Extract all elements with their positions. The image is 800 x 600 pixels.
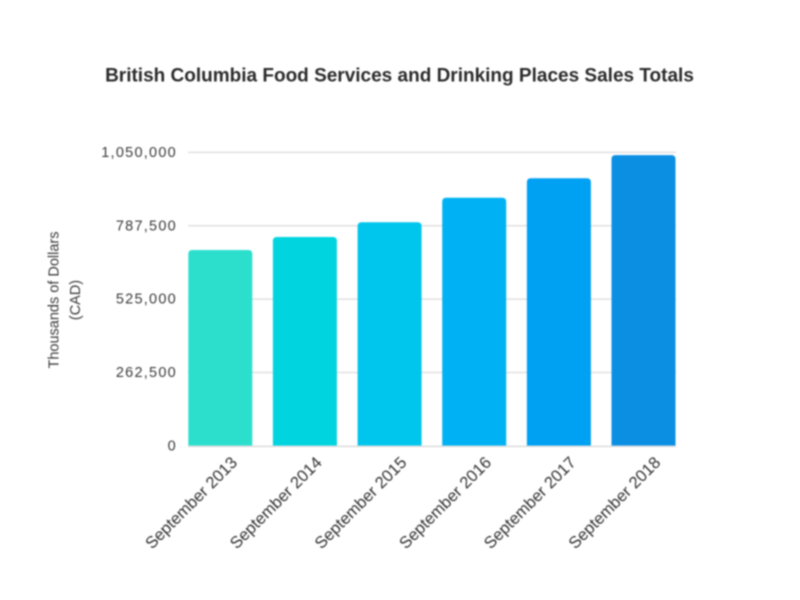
svg-text:787,500: 787,500: [116, 218, 177, 234]
svg-text:525,000: 525,000: [116, 292, 177, 308]
svg-text:1,050,000: 1,050,000: [101, 145, 177, 161]
svg-text:Thousands of Dollars: Thousands of Dollars: [46, 231, 62, 368]
svg-text:British Columbia Food Services: British Columbia Food Services and Drink…: [105, 66, 694, 87]
svg-text:262,500: 262,500: [116, 365, 177, 381]
svg-text:0: 0: [168, 438, 177, 454]
svg-text:(CAD): (CAD): [68, 280, 84, 320]
